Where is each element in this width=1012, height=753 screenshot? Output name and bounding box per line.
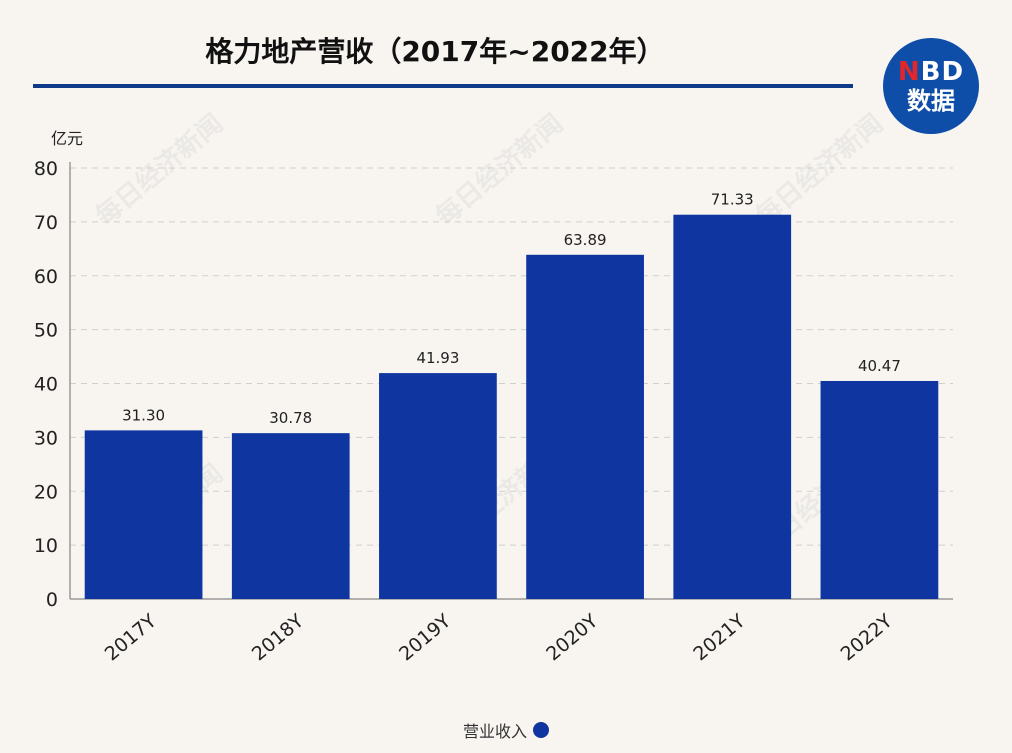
bar-value-label: 40.47 bbox=[858, 357, 901, 375]
x-tick-label: 2019Y bbox=[395, 610, 455, 666]
bar bbox=[820, 380, 939, 599]
nbd-data-logo: NBD 数据 bbox=[883, 38, 979, 134]
y-axis-unit: 亿元 bbox=[51, 129, 83, 148]
bar-value-label: 41.93 bbox=[416, 349, 459, 367]
bar-value-label: 30.78 bbox=[269, 409, 312, 427]
y-tick-label: 50 bbox=[34, 320, 58, 342]
logo-letters-bd: BD bbox=[920, 57, 965, 87]
y-tick-label: 40 bbox=[34, 374, 58, 396]
bar-value-label: 31.30 bbox=[122, 406, 165, 424]
x-tick-label: 2022Y bbox=[837, 610, 897, 666]
chart-legend: 营业收入 bbox=[0, 718, 1012, 742]
x-tick-label: 2017Y bbox=[101, 610, 161, 666]
title-underline bbox=[33, 84, 853, 88]
bar bbox=[673, 214, 792, 599]
y-tick-label: 60 bbox=[34, 266, 58, 288]
bar-value-label: 63.89 bbox=[564, 231, 607, 249]
y-tick-label: 10 bbox=[34, 535, 58, 557]
y-tick-label: 20 bbox=[34, 481, 58, 503]
y-tick-label: 0 bbox=[46, 589, 58, 611]
bar bbox=[231, 433, 350, 599]
y-tick-label: 80 bbox=[34, 158, 58, 180]
chart-title: 格力地产营收（2017年~2022年） bbox=[205, 35, 665, 68]
x-tick-label: 2020Y bbox=[542, 610, 602, 666]
x-tick-label: 2018Y bbox=[248, 610, 308, 666]
y-tick-label: 30 bbox=[34, 427, 58, 449]
legend-marker bbox=[533, 722, 549, 738]
logo-text-data: 数据 bbox=[907, 87, 955, 115]
bar-value-label: 71.33 bbox=[711, 191, 754, 209]
bar bbox=[379, 373, 497, 599]
legend-label: 营业收入 bbox=[462, 722, 527, 741]
bar bbox=[84, 430, 203, 599]
bar bbox=[526, 254, 644, 600]
y-tick-label: 70 bbox=[34, 212, 58, 234]
logo-letter-n: N bbox=[897, 57, 921, 87]
x-tick-label: 2021Y bbox=[689, 610, 749, 666]
